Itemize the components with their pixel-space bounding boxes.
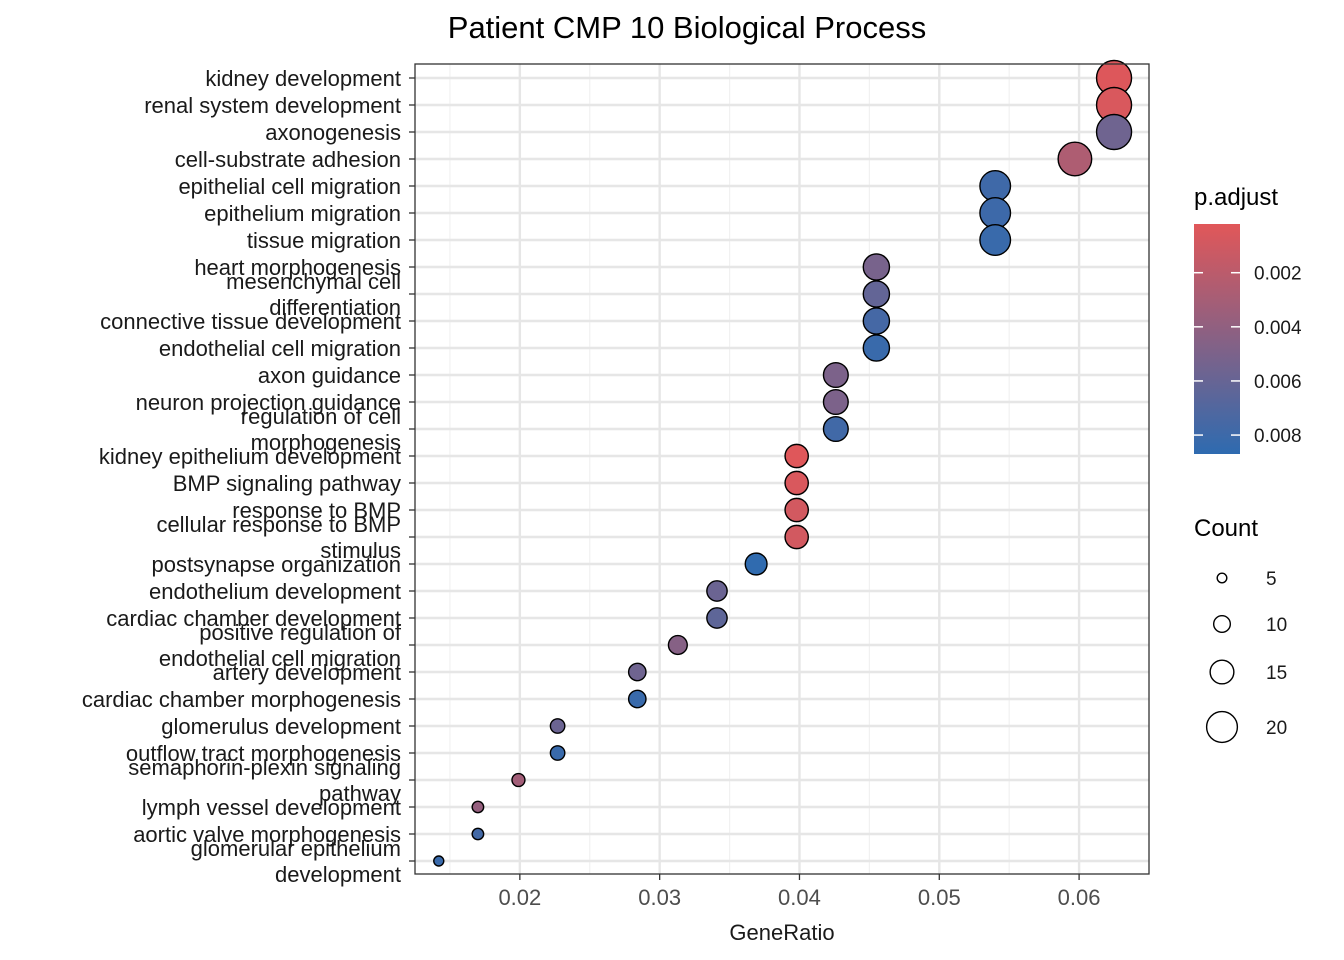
y-tick-label: glomerulus development <box>161 714 401 739</box>
y-tick-label: neuron projection guidance <box>136 390 401 415</box>
y-tick-label: cardiac chamber morphogenesis <box>82 687 401 712</box>
x-tick-label: 0.04 <box>778 885 821 910</box>
size-legend-circle <box>1216 572 1228 584</box>
data-point <box>822 388 849 416</box>
y-tick-label: tissue migration <box>247 228 401 253</box>
y-tick-label: lymph vessel development <box>142 795 401 820</box>
size-legend-label: 15 <box>1266 663 1287 684</box>
color-bar-tick-label: 0.006 <box>1254 372 1302 393</box>
y-tick-label: kidney development <box>205 66 401 91</box>
y-tick-label: axonogenesis <box>265 120 401 145</box>
y-tick-label: connective tissue development <box>100 309 401 334</box>
color-bar <box>1194 224 1240 454</box>
color-bar-tick-label: 0.002 <box>1254 264 1302 285</box>
color-legend: p.adjust 0.002 0.004 0.006 0.008 <box>1194 184 1302 454</box>
minor-grid <box>449 64 1010 874</box>
color-bar-ticks: 0.002 0.004 0.006 0.008 <box>1194 264 1302 447</box>
data-point <box>862 280 891 308</box>
color-bar-tick-label: 0.004 <box>1254 318 1302 339</box>
y-tick-label: kidney epithelium development <box>99 444 401 469</box>
data-point <box>979 197 1012 229</box>
size-legend-circle <box>1205 710 1239 744</box>
y-tick-label: BMP signaling pathway <box>173 471 401 496</box>
color-bar-tick-label: 0.008 <box>1254 426 1302 447</box>
data-point <box>744 552 768 576</box>
x-tick-label: 0.03 <box>638 885 681 910</box>
y-tick-label: aortic valve morphogenesis <box>133 822 401 847</box>
y-tick-label: cardiac chamber development <box>106 606 401 631</box>
x-axis: 0.02 0.03 0.04 0.05 0.06 <box>498 874 1101 910</box>
y-tick-label: epithelial cell migration <box>178 174 401 199</box>
data-point <box>627 689 647 709</box>
y-tick-label: outflow tract morphogenesis <box>126 741 401 766</box>
data-point <box>1057 141 1093 177</box>
data-point <box>862 253 891 281</box>
data-point <box>471 800 485 814</box>
x-axis-label: GeneRatio <box>729 920 834 945</box>
data-point <box>862 334 891 362</box>
x-tick-label: 0.02 <box>498 885 541 910</box>
y-tick-label: positive regulation of endothelial cell m… <box>159 620 402 671</box>
color-legend-title: p.adjust <box>1194 184 1278 211</box>
plot-panel <box>415 64 1149 874</box>
y-tick-label: cellular response to BMP stimulus <box>156 512 401 563</box>
data-point <box>706 580 728 602</box>
x-tick-label: 0.06 <box>1058 885 1101 910</box>
major-grid <box>415 64 1149 874</box>
data-point <box>511 772 526 788</box>
size-legend-label: 5 <box>1266 569 1277 590</box>
size-legend: Count 5 10 15 20 <box>1194 515 1287 744</box>
data-point <box>822 361 849 389</box>
y-tick-label: axon guidance <box>258 363 401 388</box>
y-tick-label: renal system development <box>144 93 401 118</box>
data-point <box>549 745 566 761</box>
size-legend-keys: 5 10 15 20 <box>1205 569 1287 744</box>
data-point <box>627 662 647 682</box>
data-point <box>471 827 485 841</box>
y-tick-label: postsynapse organization <box>152 552 402 577</box>
data-point <box>784 497 809 523</box>
y-tick-label: endothelium development <box>149 579 401 604</box>
data-point <box>784 524 809 550</box>
data-point <box>549 718 566 734</box>
y-tick-label: epithelium migration <box>204 201 401 226</box>
panel-border <box>414 63 1150 875</box>
y-tick-label: mesenchymal cell differentiation <box>226 269 401 320</box>
y-tick-label: regulation of cell morphogenesis <box>241 404 401 455</box>
y-tick-label: semaphorin-plexin signaling pathway <box>128 755 401 806</box>
data-point <box>433 855 445 867</box>
data-point <box>979 224 1012 256</box>
y-tick-label: artery development <box>213 660 401 685</box>
size-legend-circle <box>1209 659 1235 685</box>
data-point <box>784 470 809 496</box>
y-tick-label: heart morphogenesis <box>194 255 401 280</box>
y-tick-label: endothelial cell migration <box>159 336 401 361</box>
data-point <box>1095 113 1133 151</box>
x-tick-label: 0.05 <box>918 885 961 910</box>
data-point <box>862 307 891 335</box>
size-legend-label: 10 <box>1266 615 1287 636</box>
y-tick-label: glomerular epithelium development <box>191 836 401 887</box>
size-legend-label: 20 <box>1266 718 1287 739</box>
chart-title: Patient CMP 10 Biological Process <box>448 10 926 45</box>
data-point <box>784 443 809 469</box>
size-legend-circle <box>1212 614 1232 634</box>
data-point <box>822 415 849 443</box>
data-point <box>979 170 1012 202</box>
size-legend-title: Count <box>1194 515 1258 542</box>
data-points <box>433 59 1133 867</box>
y-tick-label: response to BMP <box>232 498 401 523</box>
y-tick-label: cell-substrate adhesion <box>175 147 401 172</box>
data-point <box>706 607 728 629</box>
data-point <box>667 634 688 656</box>
